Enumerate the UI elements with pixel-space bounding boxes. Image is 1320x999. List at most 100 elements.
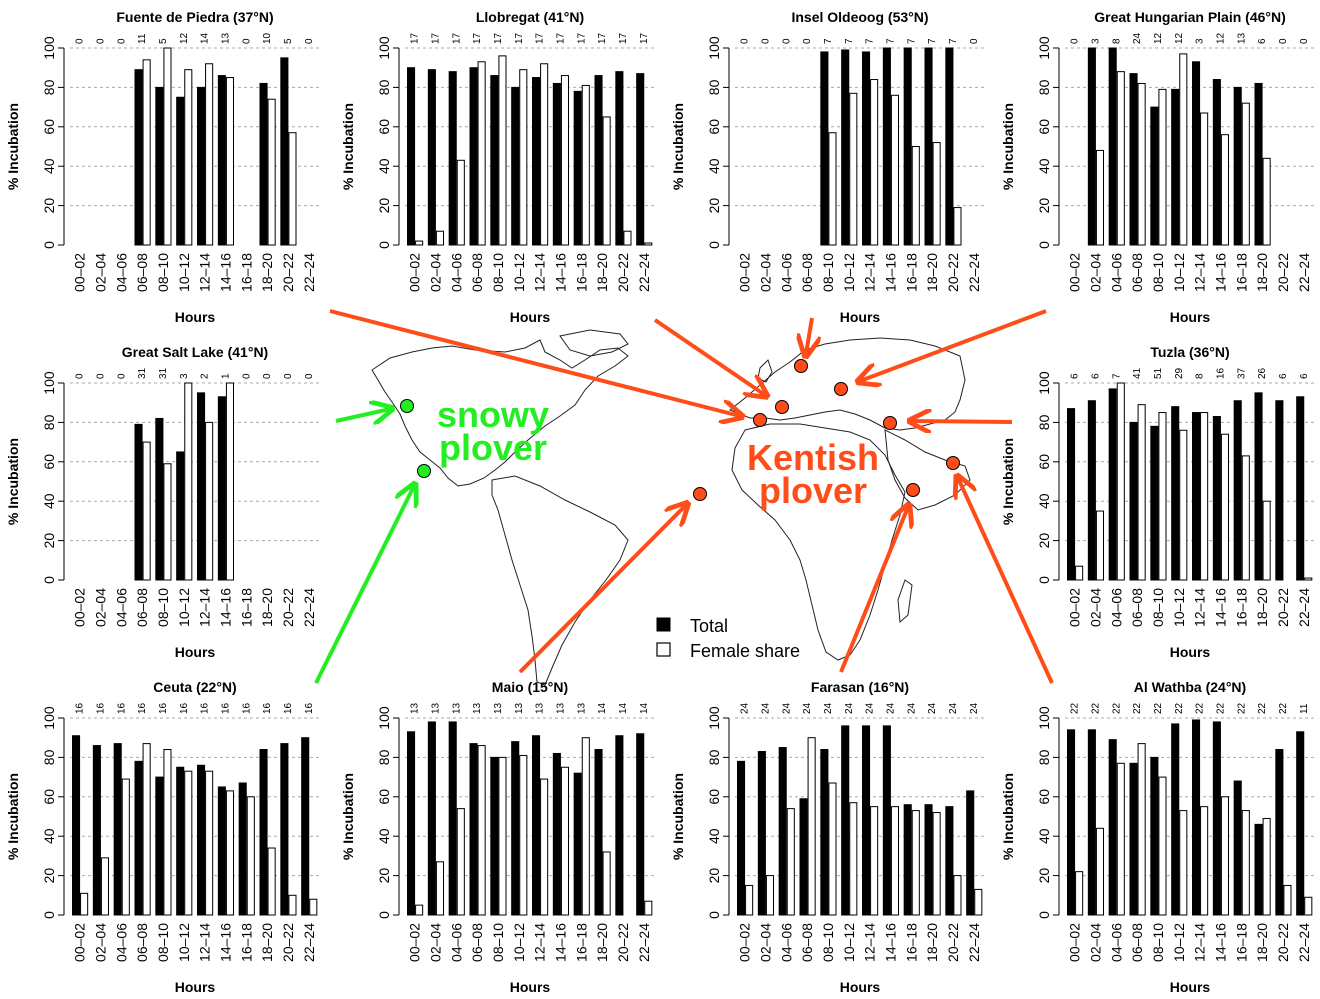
x-tick-label: 06–08 <box>799 253 815 292</box>
bar-female <box>974 888 983 916</box>
x-tick-label: 14–16 <box>217 923 233 962</box>
bar-total <box>407 731 416 916</box>
y-tick-label: 0 <box>376 911 392 919</box>
x-axis-label: Hours <box>175 309 216 325</box>
bar-total <box>1254 392 1263 581</box>
bar-total <box>636 733 645 916</box>
bar-female <box>1262 500 1271 581</box>
species-label: snowy <box>437 394 549 435</box>
sample-size-label: 3 <box>1195 38 1206 44</box>
sample-size-label: 0 <box>304 373 315 379</box>
x-tick-label: 16–18 <box>1233 923 1249 962</box>
x-tick-label: 06–08 <box>1129 253 1145 292</box>
x-tick-label: 20–22 <box>280 588 296 627</box>
y-tick-label: 100 <box>376 706 392 730</box>
bar-total <box>113 743 122 916</box>
sample-size-label: 17 <box>451 32 462 44</box>
bar-total <box>532 735 541 916</box>
bar-total <box>217 396 226 581</box>
y-tick-label: 20 <box>1036 533 1052 549</box>
x-tick-label: 06–08 <box>799 923 815 962</box>
sample-size-label: 22 <box>1153 702 1164 714</box>
y-tick-label: 20 <box>1036 868 1052 884</box>
bar-female <box>581 84 590 246</box>
bar-total <box>1171 406 1180 581</box>
sample-size-label: 22 <box>1070 702 1081 714</box>
bar-female <box>1158 776 1167 916</box>
x-tick-label: 22–24 <box>1296 253 1312 292</box>
kentish-site-dot <box>753 413 767 427</box>
bar-total <box>862 725 871 916</box>
bar-female <box>807 737 816 916</box>
x-tick-label: 10–12 <box>176 588 192 627</box>
y-tick-label: 60 <box>376 789 392 805</box>
sample-size-label: 24 <box>823 702 834 714</box>
y-tick-label: 60 <box>706 789 722 805</box>
sample-size-label: 7 <box>885 38 896 44</box>
bar-female <box>1262 157 1271 246</box>
y-tick-label: 0 <box>41 911 57 919</box>
bar-total <box>176 451 185 581</box>
bar-female <box>644 242 653 246</box>
sample-size-label: 29 <box>1174 367 1185 379</box>
y-tick-label: 60 <box>41 789 57 805</box>
bar-total <box>1192 61 1201 246</box>
x-tick-label: 10–12 <box>1171 923 1187 962</box>
bar-female <box>890 94 900 246</box>
x-tick-label: 00–02 <box>72 923 88 962</box>
sample-size-label: 17 <box>472 32 483 44</box>
bar-total <box>820 749 829 916</box>
bar-total <box>924 47 933 246</box>
sample-size-label: 6 <box>1278 373 1289 379</box>
y-tick-label: 100 <box>1036 706 1052 730</box>
y-tick-label: 80 <box>706 79 722 95</box>
bar-female <box>644 900 653 916</box>
panel-9: Al Wathba (24°N) 0 20 40 60 80 100 % Incubation… <box>1000 679 1315 995</box>
bar-female <box>456 808 465 916</box>
bar-total <box>1129 421 1138 581</box>
sample-size-label: 8 <box>1195 373 1206 379</box>
x-tick-label: 12–14 <box>532 923 548 962</box>
bar-total <box>448 721 457 916</box>
bar-total <box>1212 79 1221 246</box>
y-tick-label: 20 <box>376 868 392 884</box>
panel-title: Tuzla (36°N) <box>1150 344 1229 360</box>
x-tick-label: 06–08 <box>469 923 485 962</box>
y-axis-label: % Incubation <box>340 103 356 190</box>
sample-size-label: 22 <box>1257 702 1268 714</box>
sample-size-label: 17 <box>514 32 525 44</box>
bar-total <box>259 82 268 246</box>
x-tick-label: 16–18 <box>238 253 254 292</box>
y-tick-label: 60 <box>1036 789 1052 805</box>
x-tick-label: 18–20 <box>1254 588 1270 627</box>
sample-size-label: 7 <box>1111 373 1122 379</box>
sample-size-label: 0 <box>740 38 751 44</box>
bar-female <box>1137 82 1146 246</box>
bar-female <box>1179 810 1188 916</box>
bar-total <box>1150 756 1159 916</box>
bar-female <box>1116 71 1125 246</box>
kentish-arrow <box>329 309 740 416</box>
bar-total <box>280 743 289 916</box>
y-tick-label: 0 <box>1036 576 1052 584</box>
bar-total <box>1192 719 1201 916</box>
x-tick-label: 12–14 <box>1192 588 1208 627</box>
bar-total <box>882 47 891 246</box>
x-tick-label: 10–12 <box>841 923 857 962</box>
sample-size-label: 6 <box>1299 373 1310 379</box>
x-tick-label: 06–08 <box>1129 923 1145 962</box>
sample-size-label: 12 <box>179 32 190 44</box>
sample-size-label: 24 <box>865 702 876 714</box>
x-tick-label: 04–06 <box>1108 923 1124 962</box>
bar-female <box>1220 433 1229 581</box>
snowy-site-dot <box>417 464 431 478</box>
sample-size-label: 1 <box>220 373 231 379</box>
y-tick-label: 60 <box>1036 454 1052 470</box>
y-tick-label: 40 <box>1036 158 1052 174</box>
y-tick-label: 0 <box>1036 911 1052 919</box>
bar-female <box>163 749 172 916</box>
bar-total <box>155 86 164 246</box>
y-tick-label: 80 <box>41 749 57 765</box>
bar-female <box>1262 817 1271 916</box>
